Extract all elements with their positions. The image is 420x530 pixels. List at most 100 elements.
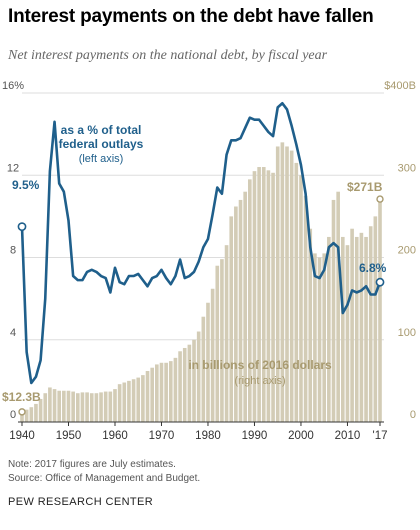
bar [303, 195, 308, 422]
bar [257, 167, 261, 422]
right-axis-tick-label: 200 [398, 245, 416, 257]
bar-end-label: $271B [347, 180, 383, 194]
bar [150, 367, 154, 422]
left-axis-tick-label: 8 [10, 245, 16, 257]
bar-start-marker [18, 408, 26, 416]
x-axis-tick-label: 1990 [242, 430, 268, 442]
bar [248, 179, 252, 422]
bar [354, 236, 359, 422]
bar [145, 371, 150, 422]
bar [266, 170, 271, 422]
bar [108, 391, 113, 422]
x-axis-tick-label: 1970 [149, 430, 175, 442]
bar [187, 344, 192, 422]
bar [336, 191, 340, 422]
bar [378, 199, 382, 422]
x-axis-tick-label: '17 [373, 430, 388, 442]
org-credit: PEW RESEARCH CENTER [8, 496, 154, 508]
bar [299, 175, 303, 422]
bar [155, 364, 159, 422]
bar [48, 387, 52, 422]
bar [113, 389, 117, 422]
line-end-marker [375, 277, 385, 287]
bar [20, 411, 24, 422]
bar [173, 357, 178, 422]
bar [52, 389, 57, 422]
left-axis-tick-label: 16% [2, 80, 24, 92]
bar [201, 316, 206, 422]
bar [127, 380, 131, 422]
chart-title: Interest payments on the debt have falle… [8, 6, 374, 27]
left-axis-tick-label: 4 [10, 327, 16, 339]
bar [66, 390, 71, 422]
right-axis-tick-label: 0 [410, 409, 416, 421]
line-series-label: federal outlays [59, 137, 144, 151]
bar [38, 398, 43, 422]
chart-subtitle: Net interest payments on the national de… [8, 48, 328, 63]
bar [340, 236, 345, 422]
bar [220, 259, 224, 422]
line-series-path [20, 101, 382, 385]
bar [243, 191, 247, 422]
axes: 0 0 4 100 8 200 12 300 16% $400B 1940 1950 1960 1970 1… [2, 80, 416, 442]
left-axis-tick-label: 0 [10, 409, 16, 421]
x-axis-tick-label: 2000 [288, 430, 314, 442]
bar [289, 150, 294, 422]
bar [117, 384, 122, 422]
bar [368, 226, 373, 422]
bar [313, 253, 317, 422]
line-series [17, 101, 385, 416]
bar [373, 216, 378, 422]
bar [159, 362, 164, 422]
bar [271, 172, 275, 422]
line-series-axis-note: (left axis) [79, 153, 124, 165]
bar [34, 403, 38, 422]
bar [345, 245, 350, 422]
bar [29, 407, 34, 422]
bar [285, 146, 289, 422]
bar [308, 228, 313, 422]
bar [94, 393, 99, 422]
bar [85, 392, 89, 422]
bar [294, 162, 299, 422]
bar [327, 236, 331, 422]
right-axis-tick-label: 300 [398, 162, 416, 174]
line-series-label: as a % of total [61, 123, 142, 137]
right-axis-tick-label: $400B [384, 80, 416, 92]
bar [350, 228, 354, 422]
bar [196, 331, 201, 422]
x-axis-tick-label: 1960 [102, 430, 128, 442]
bar [103, 391, 108, 422]
bar-series-label: in billions of 2016 dollars [188, 358, 332, 372]
x-axis-tick-label: 1940 [9, 430, 35, 442]
bar [80, 392, 85, 422]
bar [215, 265, 220, 422]
bar [168, 361, 173, 422]
bar [131, 379, 136, 422]
bar [364, 236, 368, 422]
x-axis-tick-label: 1950 [56, 430, 82, 442]
bar [24, 409, 29, 422]
bar [62, 390, 66, 422]
bar [75, 393, 80, 422]
bar-start-label: $12.3B [2, 390, 41, 404]
bar [275, 146, 280, 422]
bar [178, 351, 182, 422]
bar [57, 390, 62, 422]
right-axis-tick-label: 100 [398, 327, 416, 339]
bar [234, 206, 238, 422]
bar [252, 171, 257, 422]
bar [238, 199, 243, 422]
bar [99, 392, 103, 422]
bar [210, 288, 215, 422]
bar [224, 245, 229, 422]
bar [136, 377, 141, 422]
bar [280, 142, 285, 422]
line-end-label: 6.8% [359, 261, 387, 275]
bar [229, 216, 234, 422]
bar [359, 232, 364, 422]
left-axis-tick-label: 12 [7, 162, 19, 174]
bar [71, 391, 75, 422]
